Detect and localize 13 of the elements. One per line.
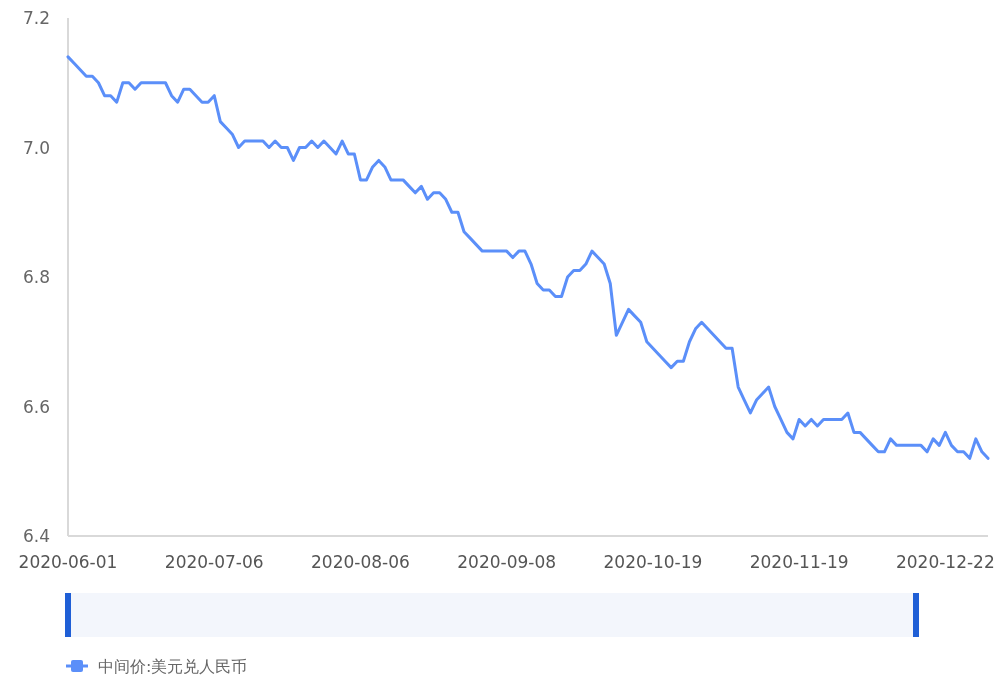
y-tick-label: 7.0 — [22, 137, 50, 158]
x-tick-label: 2020-06-01 — [18, 552, 118, 572]
y-tick-label: 7.2 — [22, 8, 50, 28]
x-tick-label: 2020-07-06 — [164, 552, 264, 572]
x-tick-label: 2020-09-08 — [457, 552, 557, 572]
y-tick-label: 6.8 — [22, 267, 50, 287]
legend-label: 中间价:美元兑人民币 — [98, 656, 248, 676]
x-tick-label: 2020-11-19 — [749, 552, 849, 572]
x-tick-label: 2020-12-22 — [895, 552, 995, 572]
y-tick-label: 6.6 — [22, 396, 50, 417]
y-tick-label: 6.4 — [22, 526, 50, 546]
x-tick-label: 2020-10-19 — [603, 552, 703, 572]
x-tick-label: 2020-08-06 — [311, 552, 410, 572]
